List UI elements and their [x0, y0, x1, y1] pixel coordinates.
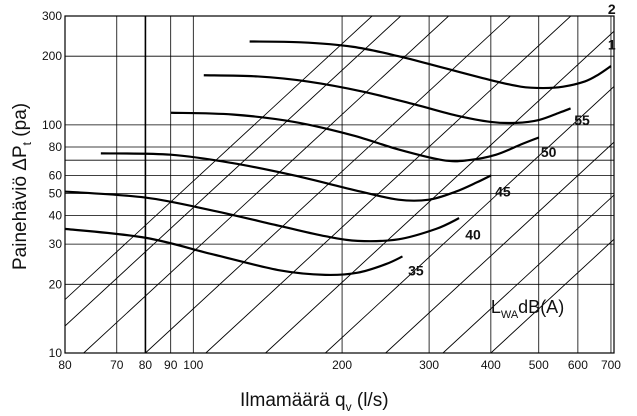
- curve-label-35: 35: [408, 262, 424, 278]
- y-axis-title-unit: (pa): [10, 103, 31, 142]
- series-curve-55: [203, 74, 571, 125]
- y-axis-title-subscript: t: [20, 141, 34, 145]
- curve-label-50: 50: [541, 144, 557, 160]
- series-curve-40: [64, 190, 460, 243]
- diagonal-line: [490, 238, 614, 353]
- x-axis-title: Ilmamäärä qv (l/s): [240, 390, 389, 414]
- x-tick-label: 80: [139, 358, 153, 372]
- y-tick-label: 20: [49, 277, 63, 291]
- diagonal-line: [65, 16, 373, 301]
- diagonal-line: [145, 16, 512, 353]
- x-tick-label: 70: [110, 358, 124, 372]
- y-tick-label: 300: [42, 9, 62, 23]
- series-curve-45: [100, 152, 492, 202]
- diagonal-lines: [65, 16, 614, 353]
- curve-label-1: 1: [608, 37, 616, 53]
- x-tick-label: 700: [601, 358, 621, 372]
- y-tick-label: 10: [49, 346, 63, 360]
- x-tick-label: 100: [183, 358, 203, 372]
- y-tick-labels: 10 20 30 40 50 60 80 100 200 300: [42, 9, 62, 360]
- legend-main: L: [491, 297, 501, 317]
- legend-label: LWAdB(A): [491, 297, 564, 321]
- plot-frame: [64, 15, 615, 354]
- x-tick-label: 90: [164, 358, 178, 372]
- y-tick-label: 50: [49, 187, 63, 201]
- y-tick-label: 30: [49, 237, 63, 251]
- x-axis-title-unit: (l/s): [352, 390, 389, 411]
- x-axis-title-subscript: v: [346, 400, 352, 414]
- x-tick-label: 80: [58, 358, 72, 372]
- series-curve-6: [249, 40, 612, 90]
- diagonal-line: [325, 85, 614, 353]
- x-tick-label: 600: [568, 358, 588, 372]
- y-tick-label: 200: [42, 49, 62, 63]
- x-axis-title-main: Ilmamäärä q: [240, 390, 346, 411]
- curve-labels: 35 40 45 50 55 1 2: [408, 1, 616, 278]
- diagonal-line: [442, 194, 614, 353]
- x-tick-label: 500: [529, 358, 549, 372]
- x-tick-label: 400: [481, 358, 501, 372]
- diagonal-line: [205, 16, 572, 353]
- diagonal-line: [385, 141, 614, 353]
- diagonal-line: [83, 16, 450, 353]
- x-tick-label: 300: [419, 358, 439, 372]
- y-tick-label: 100: [42, 118, 62, 132]
- diagonal-line: [265, 30, 614, 353]
- curve-label-45: 45: [495, 184, 511, 200]
- series-curve-35: [64, 227, 403, 277]
- y-axis-title: Painehäviö ΔPt (pa): [10, 103, 34, 270]
- y-tick-label: 40: [49, 209, 63, 223]
- x-tick-label: 200: [332, 358, 352, 372]
- series-curves: [64, 40, 612, 277]
- curve-label-2: 2: [608, 1, 616, 17]
- plot-border: [64, 15, 615, 354]
- curve-label-55: 55: [574, 112, 590, 128]
- series-curve-50: [170, 111, 540, 163]
- y-tick-label: 60: [49, 168, 63, 182]
- legend-subscript: WA: [501, 309, 519, 321]
- y-axis-title-main: Painehäviö ΔP: [10, 145, 31, 270]
- y-tick-label: 80: [49, 140, 63, 154]
- legend-suffix: dB(A): [518, 297, 564, 317]
- curve-label-40: 40: [465, 227, 481, 243]
- diagonal-line: [65, 16, 402, 327]
- x-tick-labels: 80 70 80 90 100 200 300 400 500 600 700: [58, 358, 621, 372]
